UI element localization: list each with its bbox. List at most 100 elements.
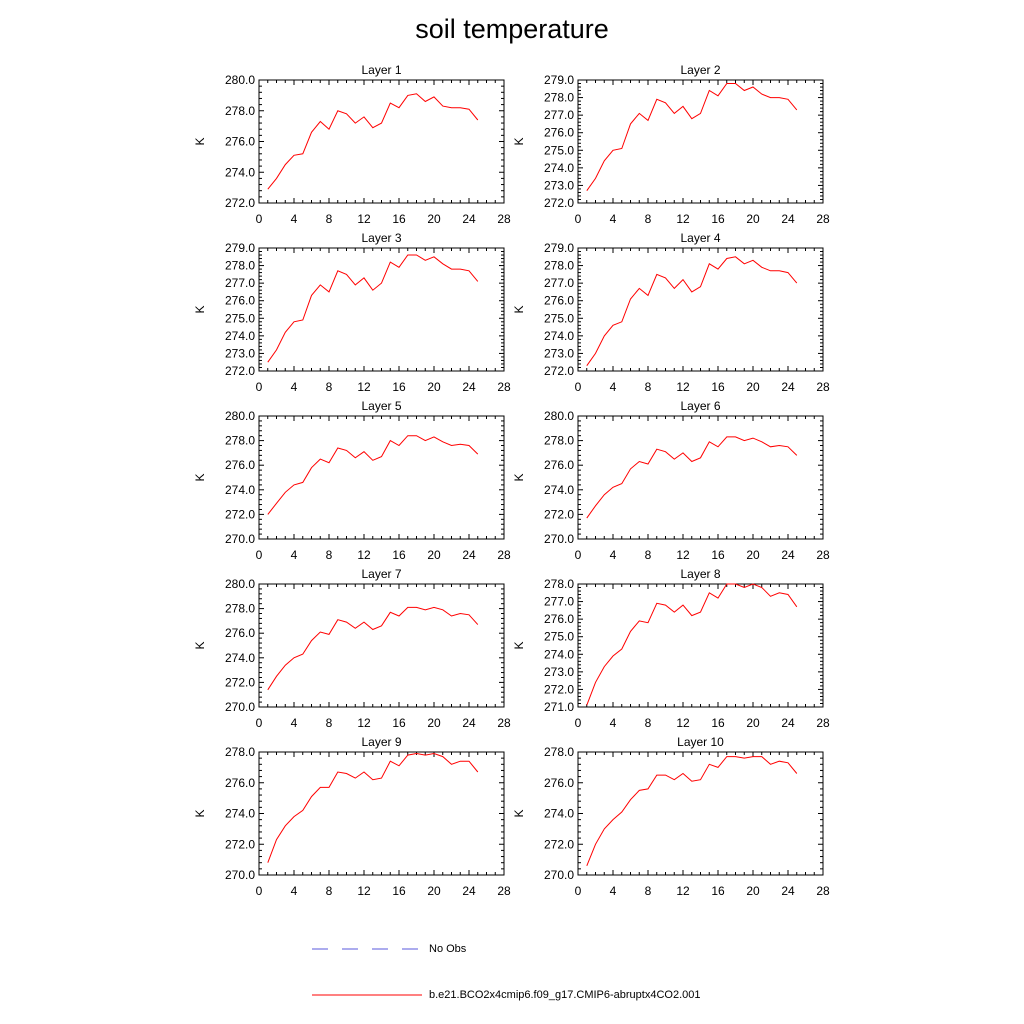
plot-frame xyxy=(258,247,505,372)
series-line xyxy=(586,83,798,191)
x-tick-label: 20 xyxy=(427,212,441,226)
y-tick-label: 279.0 xyxy=(225,241,255,255)
panel-title: Layer 3 xyxy=(361,231,401,245)
y-tick-label: 280.0 xyxy=(225,73,255,87)
x-tick-label: 8 xyxy=(326,716,333,730)
x-tick-label: 8 xyxy=(645,212,652,226)
x-tick-label: 24 xyxy=(781,716,795,730)
y-tick-label: 272.0 xyxy=(225,364,255,378)
y-tick-label: 273.0 xyxy=(544,346,574,360)
x-tick-label: 0 xyxy=(256,548,263,562)
panel-title: Layer 7 xyxy=(361,567,401,581)
plot-frame xyxy=(258,751,505,876)
x-tick-label: 16 xyxy=(392,212,406,226)
y-axis-label: K xyxy=(512,641,526,649)
x-tick-label: 12 xyxy=(676,548,690,562)
x-tick-label: 8 xyxy=(645,716,652,730)
x-tick-label: 20 xyxy=(427,548,441,562)
x-tick-label: 12 xyxy=(676,380,690,394)
x-tick-label: 28 xyxy=(497,212,511,226)
panel-title: Layer 10 xyxy=(677,735,724,749)
x-tick-label: 0 xyxy=(575,380,582,394)
plot-frame xyxy=(577,751,824,876)
y-tick-label: 280.0 xyxy=(225,577,255,591)
y-tick-label: 270.0 xyxy=(225,700,255,714)
y-tick-label: 277.0 xyxy=(225,276,255,290)
y-tick-label: 272.0 xyxy=(225,675,255,689)
y-tick-label: 277.0 xyxy=(544,108,574,122)
plot-frame xyxy=(258,583,505,708)
y-tick-label: 274.0 xyxy=(544,161,574,175)
x-tick-label: 8 xyxy=(326,884,333,898)
x-tick-label: 0 xyxy=(256,212,263,226)
x-tick-label: 8 xyxy=(645,380,652,394)
x-tick-label: 0 xyxy=(575,716,582,730)
x-tick-label: 8 xyxy=(645,548,652,562)
y-tick-label: 273.0 xyxy=(544,178,574,192)
x-tick-label: 4 xyxy=(291,716,298,730)
x-tick-label: 28 xyxy=(816,212,830,226)
y-tick-label: 278.0 xyxy=(544,745,574,759)
y-tick-label: 279.0 xyxy=(544,73,574,87)
y-tick-label: 275.0 xyxy=(225,311,255,325)
panel-layer-4: Layer 4 K 0 4 8 12 16 20 24 28 272.0 273.0 274.0 275.… xyxy=(512,231,830,394)
x-tick-label: 8 xyxy=(645,884,652,898)
x-tick-label: 16 xyxy=(711,212,725,226)
series-line xyxy=(267,435,479,515)
x-tick-label: 28 xyxy=(816,884,830,898)
x-tick-label: 20 xyxy=(746,380,760,394)
y-axis-label: K xyxy=(193,809,207,817)
y-tick-label: 274.0 xyxy=(225,329,255,343)
x-tick-label: 4 xyxy=(610,884,617,898)
x-tick-label: 0 xyxy=(256,884,263,898)
x-tick-label: 4 xyxy=(610,212,617,226)
panel-title: Layer 5 xyxy=(361,399,401,413)
panel-title: Layer 1 xyxy=(361,63,401,77)
y-tick-label: 272.0 xyxy=(544,364,574,378)
y-tick-label: 279.0 xyxy=(544,241,574,255)
y-tick-label: 270.0 xyxy=(225,532,255,546)
y-tick-label: 278.0 xyxy=(544,91,574,105)
y-tick-label: 274.0 xyxy=(544,807,574,821)
y-tick-label: 276.0 xyxy=(225,626,255,640)
series-line xyxy=(267,752,479,863)
x-tick-label: 20 xyxy=(427,380,441,394)
x-tick-label: 28 xyxy=(497,884,511,898)
y-tick-label: 273.0 xyxy=(225,346,255,360)
y-tick-label: 270.0 xyxy=(544,868,574,882)
x-tick-label: 0 xyxy=(575,884,582,898)
y-tick-label: 274.0 xyxy=(225,483,255,497)
x-tick-label: 4 xyxy=(291,212,298,226)
x-tick-label: 0 xyxy=(575,212,582,226)
y-axis-label: K xyxy=(193,137,207,145)
y-axis-label: K xyxy=(512,305,526,313)
y-axis-label: K xyxy=(512,809,526,817)
figure-title: soil temperature xyxy=(415,14,609,44)
series-line xyxy=(586,583,798,706)
y-tick-label: 276.0 xyxy=(225,776,255,790)
panel-layer-2: Layer 2 K 0 4 8 12 16 20 24 28 272.0 273.0 274.0 275.… xyxy=(512,63,830,226)
y-tick-label: 276.0 xyxy=(544,458,574,472)
x-tick-label: 0 xyxy=(575,548,582,562)
y-tick-label: 276.0 xyxy=(544,294,574,308)
y-axis-label: K xyxy=(193,305,207,313)
x-tick-label: 20 xyxy=(746,548,760,562)
panel-layer-1: Layer 1 K 0 4 8 12 16 20 24 28 272.0 274.0 276.0 278.… xyxy=(193,63,511,226)
x-tick-label: 24 xyxy=(781,380,795,394)
x-tick-label: 20 xyxy=(746,884,760,898)
y-tick-label: 272.0 xyxy=(544,507,574,521)
x-tick-label: 12 xyxy=(357,884,371,898)
x-tick-label: 16 xyxy=(711,884,725,898)
plot-frame xyxy=(258,79,505,204)
x-tick-label: 24 xyxy=(462,716,476,730)
x-tick-label: 4 xyxy=(610,548,617,562)
x-tick-label: 28 xyxy=(816,380,830,394)
y-tick-label: 272.0 xyxy=(225,837,255,851)
x-tick-label: 16 xyxy=(711,380,725,394)
x-tick-label: 12 xyxy=(357,548,371,562)
panel-layer-10: Layer 10 K 0 4 8 12 16 20 24 28 270.0 272.0 274.0 276… xyxy=(512,735,830,898)
y-tick-label: 277.0 xyxy=(544,595,574,609)
y-tick-label: 276.0 xyxy=(225,458,255,472)
y-tick-label: 276.0 xyxy=(544,776,574,790)
